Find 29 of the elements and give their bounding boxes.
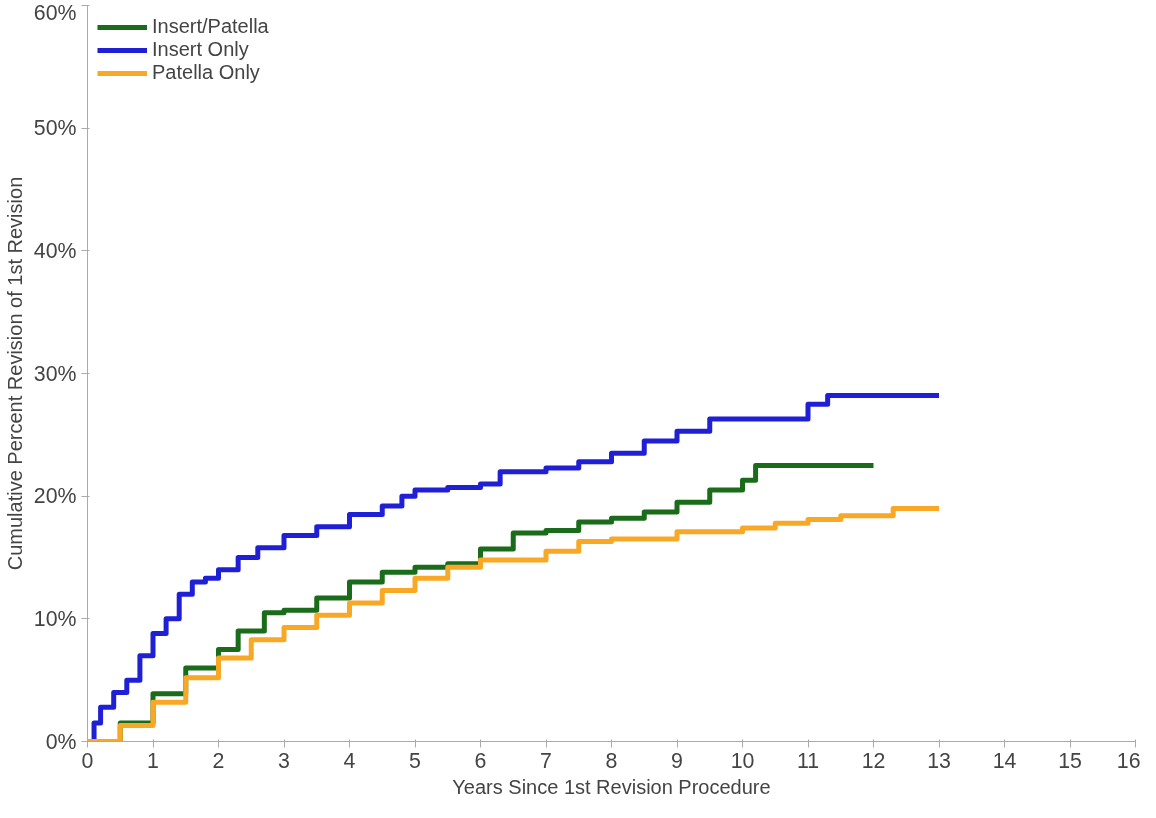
x-tick-label: 16: [1116, 748, 1141, 773]
y-tick-label: 10%: [33, 606, 77, 631]
x-tick-label: 3: [278, 748, 290, 773]
x-tick-label: 8: [605, 748, 618, 773]
y-tick-label: 60%: [33, 0, 77, 25]
legend-label: Patella Only: [152, 61, 260, 84]
y-tick-label: 0%: [45, 729, 77, 754]
x-tick-label: 11: [796, 748, 820, 773]
x-tick-label: 13: [927, 748, 951, 773]
x-tick-label: 7: [540, 748, 552, 773]
y-tick-label: 30%: [33, 361, 77, 386]
x-tick-label: 14: [992, 748, 1017, 773]
x-axis-title: Years Since 1st Revision Procedure: [452, 775, 771, 798]
x-tick-label: 15: [1058, 748, 1082, 773]
x-tick-label: 12: [861, 748, 886, 773]
x-tick-label: 10: [730, 748, 755, 773]
y-tick-label: 50%: [33, 116, 77, 141]
x-tick-label: 9: [671, 748, 683, 773]
x-tick-label: 5: [409, 748, 421, 773]
x-tick-label: 0: [81, 748, 94, 773]
legend-label: Insert/Patella: [152, 15, 269, 38]
x-tick-label: 2: [212, 748, 225, 773]
x-tick-label: 6: [474, 748, 487, 773]
x-tick-label: 1: [147, 748, 159, 773]
y-tick-label: 40%: [33, 238, 77, 263]
y-axis-title: Cumulative Percent Revision of 1st Revision: [3, 176, 26, 571]
legend-label: Insert Only: [152, 38, 249, 61]
y-tick-label: 20%: [33, 484, 77, 509]
x-tick-label: 4: [343, 748, 356, 773]
